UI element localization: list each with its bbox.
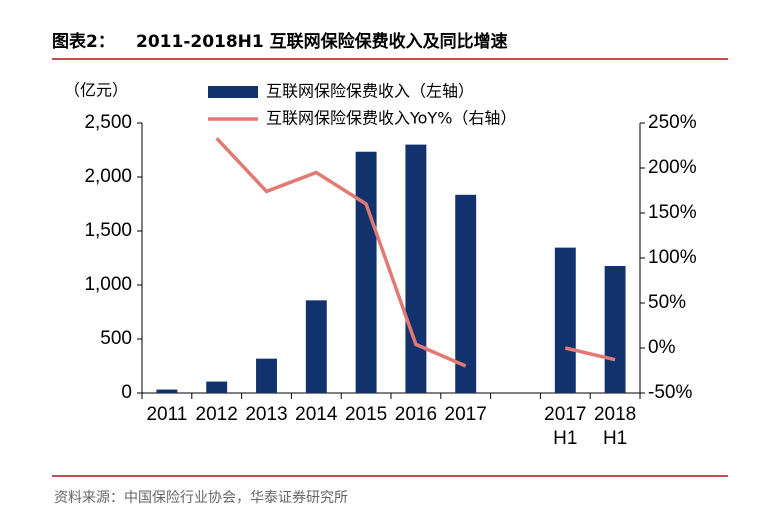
- x-tick-label: 2016: [395, 404, 437, 425]
- x-tick-label: 2018: [594, 404, 636, 425]
- bar: [554, 247, 576, 393]
- x-tick-label: 2011: [146, 404, 187, 425]
- y-tick-label: 2,500: [84, 112, 132, 133]
- bar: [405, 144, 427, 393]
- bar: [156, 389, 178, 393]
- y2-tick-label: 200%: [648, 157, 697, 178]
- figure-label: 图表2：: [52, 31, 115, 52]
- x-tick-label: H1: [603, 428, 627, 449]
- x-tick-label: 2017: [445, 404, 487, 425]
- x-tick-label: 2012: [196, 404, 238, 425]
- bar: [455, 194, 477, 393]
- y-tick-label: 1,500: [84, 220, 132, 241]
- x-tick-label: 2014: [295, 404, 338, 425]
- y-tick-label: 1,000: [84, 274, 132, 295]
- source: 资料来源：中国保险行业协会，华泰证券研究所: [54, 490, 348, 506]
- bar: [206, 381, 228, 393]
- legend-label: 互联网保险保费收入YoY%（右轴）: [266, 109, 516, 128]
- bar: [604, 265, 626, 393]
- bar: [305, 300, 327, 393]
- y2-tick-label: -50%: [648, 382, 692, 403]
- x-tick-label: 2013: [245, 404, 287, 425]
- x-tick-label: 2017: [544, 404, 586, 425]
- y-tick-label: 500: [100, 328, 132, 349]
- y2-tick-label: 0%: [648, 337, 676, 358]
- y-unit: （亿元）: [64, 81, 128, 100]
- y2-tick-label: 100%: [648, 247, 697, 268]
- chart-title: 2011-2018H1 互联网保险保费收入及同比增速: [136, 31, 508, 52]
- bar: [355, 151, 377, 393]
- line: [215, 137, 616, 368]
- y2-tick-label: 50%: [648, 292, 686, 313]
- y2-tick-label: 250%: [648, 112, 697, 133]
- bar: [256, 358, 277, 393]
- y-tick-label: 0: [121, 382, 132, 403]
- y-tick-label: 2,000: [84, 166, 132, 187]
- x-tick-label: H1: [553, 428, 577, 449]
- y2-tick-label: 150%: [648, 202, 697, 223]
- legend-swatch: [208, 86, 258, 98]
- x-tick-label: 2015: [345, 404, 387, 425]
- legend-label: 互联网保险保费收入（左轴）: [266, 82, 474, 101]
